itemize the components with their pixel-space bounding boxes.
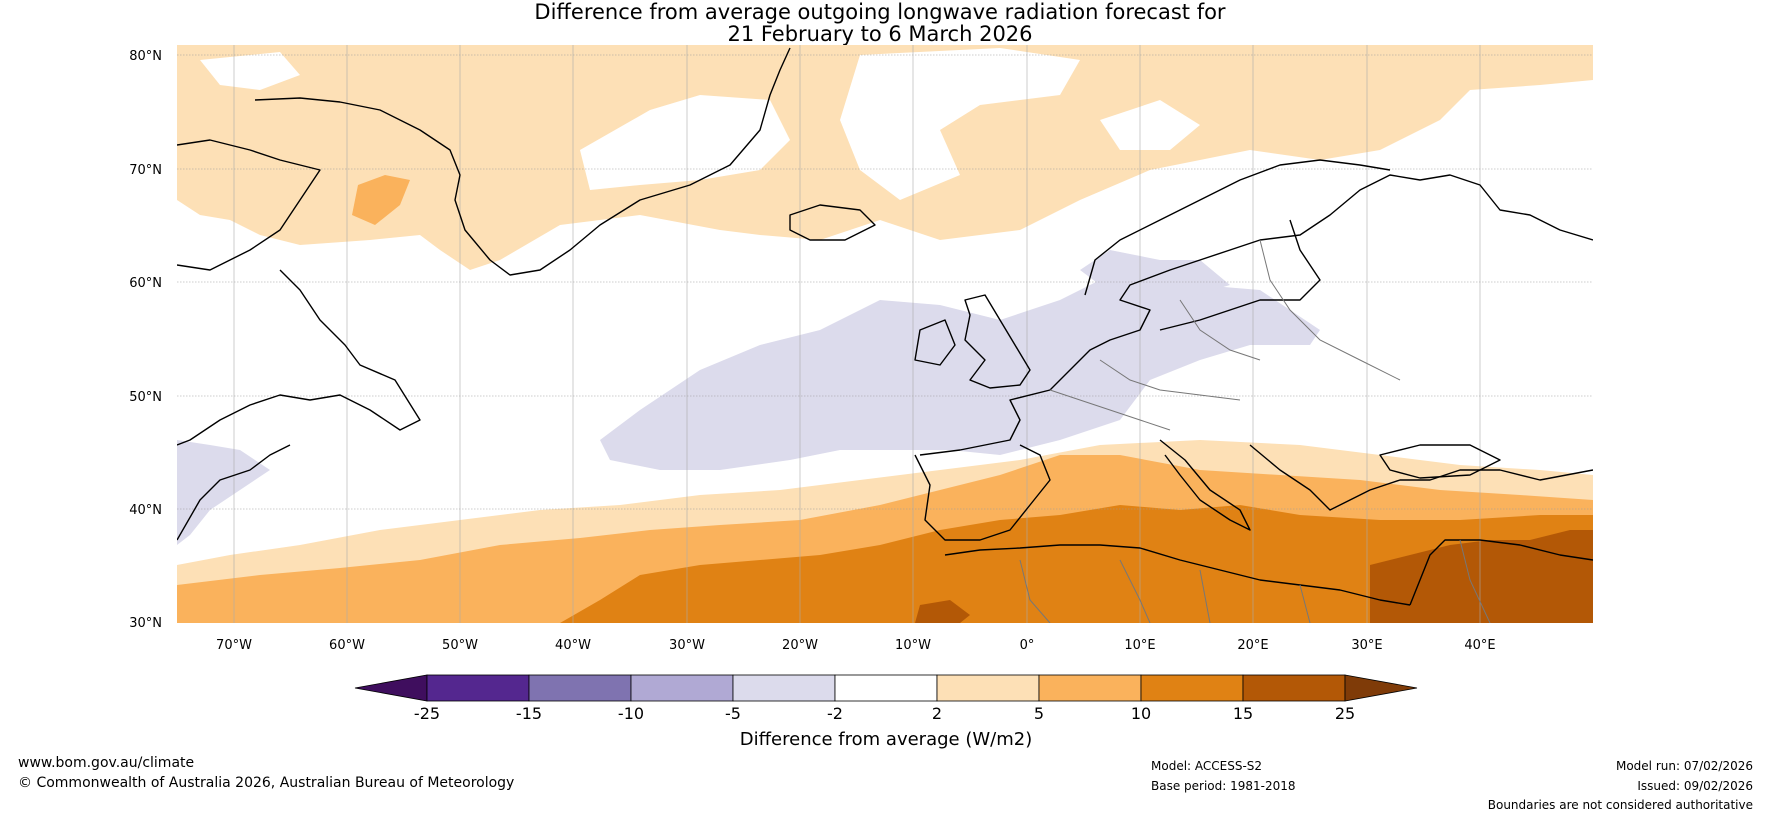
anomaly-region-north-africa-dark-orange [560,505,1593,623]
north-africa-coastline [944,544,1411,606]
lat-label-30n: 30°N [129,616,162,631]
colorbar-bin-neg10-neg5 [630,674,734,702]
colorbar-bin-neg25-neg15 [426,674,530,702]
colorbar-tick: -2 [827,704,843,723]
map-panel [177,45,1593,623]
lat-label-80n: 80°N [129,49,162,64]
lon-label-40w: 40°W [555,638,591,653]
colorbar-tick: 25 [1335,704,1355,723]
latitude-gridlines [177,54,1593,510]
levant-coastline [1409,539,1593,606]
footer-base-period: Base period: 1981-2018 [1151,779,1296,793]
anomaly-region-middle-east-brown [1370,530,1593,623]
italy-coastline [1159,439,1251,531]
iceland-coastline [789,204,876,241]
colorbar-tick: -15 [516,704,542,723]
colorbar-bin-15-25 [1242,674,1346,702]
latitude-labels: 80°N 70°N 60°N 50°N 40°N 30°N [129,49,162,631]
baltic-coastline [1159,219,1321,331]
balkans-coastline [1249,444,1593,511]
europe-west-coastline [919,174,1593,456]
colorbar-bin-10-15 [1140,674,1244,702]
colorbar-extend-high [1344,674,1418,702]
lon-label-10e: 10°E [1124,638,1155,653]
colorbar-bin-2-5 [936,674,1040,702]
colorbar-bin-5-10 [1038,674,1142,702]
colorbar-bin-neg2-2 [834,674,938,702]
lon-label-0: 0° [1020,638,1035,653]
labrador-coastline [177,269,421,446]
colorbar-tick: 10 [1131,704,1151,723]
greenland-coastline [254,47,791,276]
lon-label-40e: 40°E [1464,638,1495,653]
lon-label-30w: 30°W [669,638,705,653]
colorbar-tick: -25 [414,704,440,723]
lat-label-60n: 60°N [129,276,162,291]
footer-model: Model: ACCESS-S2 [1151,759,1263,773]
lon-label-60w: 60°W [329,638,365,653]
colorbar-tick: -10 [618,704,644,723]
great-britain-coastline [964,294,1031,389]
longitude-labels: 70°W 60°W 50°W 40°W 30°W 20°W 10°W 0° 10… [216,638,1496,653]
colorbar [354,674,1418,702]
colorbar-extend-low [354,674,428,702]
black-sea-coastline [1379,444,1501,479]
lat-label-50n: 50°N [129,390,162,405]
canada-arctic-coastline [177,139,321,271]
iberia-coastline [914,444,1051,541]
us-east-coastline [177,444,291,541]
scandinavia-coastline [1084,159,1391,296]
anomaly-region-north-neutral-4 [1100,100,1200,150]
anomaly-region-north-neutral-1 [200,52,300,90]
footer-disclaimer: Boundaries are not considered authoritat… [1487,798,1753,812]
lon-label-70w: 70°W [216,638,252,653]
lon-label-20w: 20°W [782,638,818,653]
footer-model-run: Model run: 07/02/2026 [1615,759,1753,773]
lon-label-20e: 20°E [1237,638,1268,653]
map-title-line-1: Difference from average outgoing longwav… [534,0,1226,24]
colorbar-bin-neg5-neg2 [732,674,836,702]
anomaly-region-sahara-brown [915,600,970,623]
country-borders [1019,239,1491,623]
coastlines [177,47,1593,606]
lon-label-10w: 10°W [895,638,931,653]
colorbar-tick: 2 [932,704,942,723]
anomaly-region-canada-light-purple [177,440,270,545]
anomaly-region-north-neutral-2 [580,95,790,190]
colorbar-ticks: -25 -15 -10 -5 -2 2 5 10 15 25 [414,704,1355,723]
colorbar-tick: 15 [1233,704,1253,723]
lon-label-50w: 50°W [442,638,478,653]
footer-issued: Issued: 09/02/2026 [1637,779,1753,793]
colorbar-tick: -5 [725,704,741,723]
footer-website[interactable]: www.bom.gov.au/climate [18,755,195,771]
ireland-coastline [914,319,956,366]
colorbar-tick: 5 [1034,704,1044,723]
lat-label-70n: 70°N [129,163,162,178]
anomaly-region-north-neutral-3 [840,48,1080,200]
anomaly-region-baffin-orange [352,175,410,225]
footer-copyright: © Commonwealth of Australia 2026, Austra… [18,775,515,791]
longitude-gridlines [233,45,1481,623]
colorbar-bin-neg15-neg10 [528,674,632,702]
colorbar-label: Difference from average (W/m2) [740,729,1032,750]
lat-label-40n: 40°N [129,503,162,518]
lon-label-30e: 30°E [1351,638,1382,653]
map-title-line-2: 21 February to 6 March 2026 [727,22,1033,46]
